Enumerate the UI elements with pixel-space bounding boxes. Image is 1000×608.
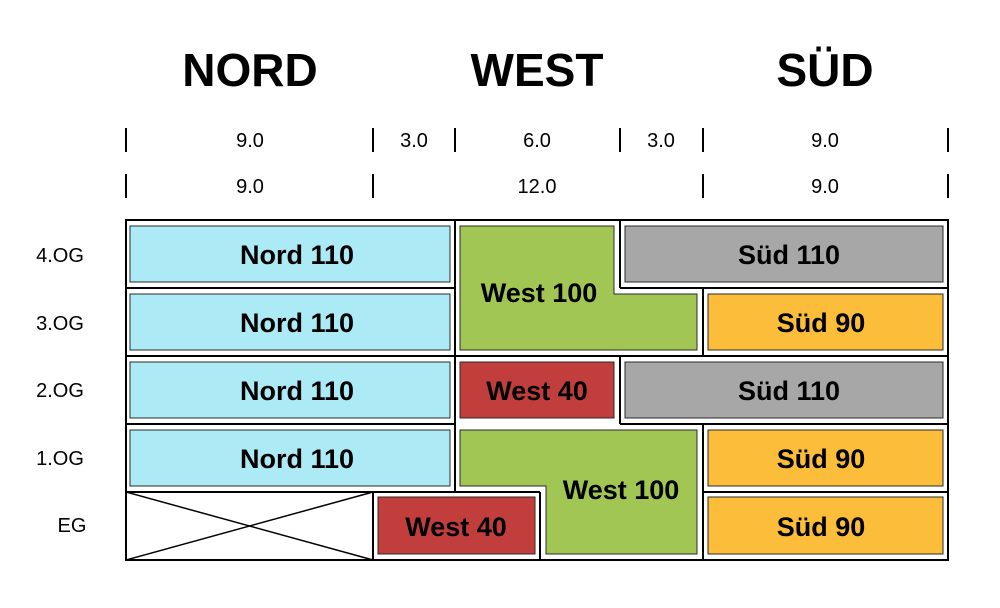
unit-west-lower: West 100 bbox=[459, 429, 698, 555]
unit-label: West 100 bbox=[563, 475, 680, 505]
unit-fill bbox=[129, 429, 451, 487]
unit-sued-2og: Süd 110 bbox=[624, 361, 944, 419]
unit-sued-3og: Süd 90 bbox=[707, 293, 944, 351]
dimension-label: 6.0 bbox=[523, 130, 551, 152]
dimension-label: 9.0 bbox=[236, 176, 264, 198]
level-label-2og: 2.OG bbox=[36, 380, 84, 402]
level-label-1og: 1.OG bbox=[36, 448, 84, 470]
unit-fill bbox=[129, 361, 451, 419]
unit-fill bbox=[707, 496, 944, 555]
dimension-label: 3.0 bbox=[400, 130, 428, 152]
unit-label: Süd 90 bbox=[777, 308, 866, 338]
unit-nord-4og: Nord 110 bbox=[129, 225, 451, 283]
unit-fill bbox=[459, 225, 698, 351]
dimension-label: 9.0 bbox=[811, 130, 839, 152]
unit-label: West 100 bbox=[481, 278, 598, 308]
unit-fill bbox=[707, 293, 944, 351]
unit-label: Nord 110 bbox=[240, 308, 354, 338]
dimension-label: 12.0 bbox=[518, 176, 557, 198]
empty-cell-crossed bbox=[125, 491, 374, 561]
unit-fill bbox=[129, 225, 451, 283]
unit-label: Süd 110 bbox=[738, 240, 840, 270]
unit-label: Nord 110 bbox=[240, 240, 354, 270]
unit-label: Nord 110 bbox=[240, 376, 354, 406]
level-label-4og: 4.OG bbox=[36, 245, 84, 267]
unit-fill bbox=[377, 496, 536, 555]
unit-fill bbox=[707, 429, 944, 487]
unit-fill bbox=[129, 293, 451, 351]
header-west: WEST bbox=[471, 44, 604, 96]
unit-fill bbox=[624, 361, 944, 419]
unit-nord-3og: Nord 110 bbox=[129, 293, 451, 351]
unit-fill bbox=[459, 429, 698, 555]
unit-west-eg: West 40 bbox=[377, 496, 536, 555]
unit-label: Nord 110 bbox=[240, 444, 354, 474]
unit-west-upper: West 100 bbox=[459, 225, 698, 351]
dimension-label: 3.0 bbox=[647, 130, 675, 152]
level-label-3og: 3.OG bbox=[36, 313, 84, 335]
unit-nord-2og: Nord 110 bbox=[129, 361, 451, 419]
header-sued: SÜD bbox=[776, 44, 873, 96]
unit-label: Süd 90 bbox=[777, 512, 866, 542]
unit-nord-1og: Nord 110 bbox=[129, 429, 451, 487]
unit-west-2og: West 40 bbox=[459, 361, 615, 419]
unit-sued-eg: Süd 90 bbox=[707, 496, 944, 555]
header-nord: NORD bbox=[182, 44, 317, 96]
unit-fill bbox=[624, 225, 944, 283]
dimension-ticks-row-1 bbox=[125, 128, 949, 152]
unit-label: Süd 110 bbox=[738, 376, 840, 406]
level-label-eg: EG bbox=[58, 515, 87, 537]
unit-fill bbox=[459, 361, 615, 419]
unit-label: Süd 90 bbox=[777, 444, 866, 474]
unit-sued-1og: Süd 90 bbox=[707, 429, 944, 487]
dimension-ticks-row-2 bbox=[125, 174, 949, 198]
dimension-label: 9.0 bbox=[236, 130, 264, 152]
unit-label: West 40 bbox=[405, 512, 507, 542]
unit-label: West 40 bbox=[486, 376, 588, 406]
dimension-label: 9.0 bbox=[811, 176, 839, 198]
unit-sued-4og: Süd 110 bbox=[624, 225, 944, 283]
grid-frame bbox=[125, 219, 949, 561]
